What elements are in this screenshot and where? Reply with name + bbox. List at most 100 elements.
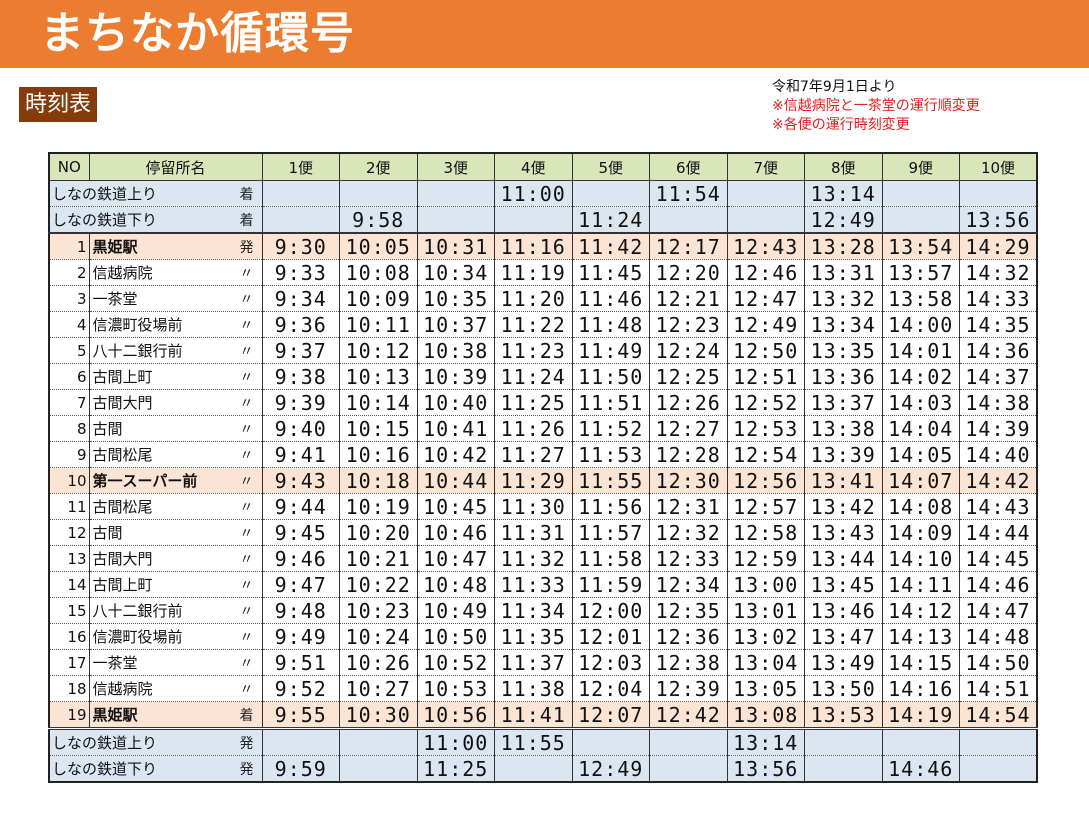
time-cell: 11:29: [494, 467, 573, 494]
time-cell: 12:34: [649, 571, 728, 598]
time-cell: 10:26: [339, 649, 418, 676]
stop-row: 1 黒姫駅発 9:30 10:05 10:31 11:16 11:42 12:17 12:43 1…: [48, 233, 1038, 260]
time-cell: 11:45: [571, 259, 650, 286]
time-cell: 9:40: [261, 415, 340, 442]
stop-row: 4 信濃町役場前 〃 9:36 10:11 10:37 11:22 11:48 12:23 12:…: [48, 311, 1038, 338]
col-header-trip: 4便: [494, 153, 573, 181]
time-cell: 10:47: [416, 545, 495, 572]
time-cell: 14:47: [959, 597, 1038, 624]
time-cell: 13:31: [804, 259, 883, 286]
arrive-depart-mark: 〃: [239, 292, 254, 308]
time-cell: 11:30: [494, 493, 573, 520]
time-cell: 12:00: [571, 597, 650, 624]
time-cell: 11:51: [571, 389, 650, 416]
time-cell: 14:00: [881, 311, 960, 338]
time-cell: 9:38: [261, 363, 340, 390]
time-cell: 11:37: [494, 649, 573, 676]
stop-name: 一茶堂: [92, 654, 138, 672]
time-cell: 14:35: [959, 311, 1038, 338]
stop-name-cell: 古間大門 〃: [88, 389, 263, 416]
time-cell: 14:40: [959, 441, 1038, 468]
arrive-depart-mark: 発: [239, 736, 254, 752]
time-cell: 10:52: [416, 649, 495, 676]
time-cell: 11:25: [494, 389, 573, 416]
time-cell: 11:23: [494, 337, 573, 364]
time-cell: 12:01: [571, 623, 650, 650]
arrive-depart-mark: 〃: [239, 370, 254, 386]
time-cell: 14:44: [959, 519, 1038, 546]
stop-name: 一茶堂: [92, 290, 138, 308]
rail-line-label: しなの鉄道下り: [52, 211, 158, 229]
stop-name-cell: 黒姫駅 着: [88, 701, 263, 730]
stop-number: 17: [48, 649, 90, 676]
arrive-depart-mark: 着: [239, 187, 254, 203]
time-cell: 12:17: [649, 233, 728, 260]
time-cell: 9:34: [261, 285, 340, 312]
stop-row: 3 一茶堂〃 9:34 10:09 10:35 11:20 11:46 12:21 12:47 1…: [48, 285, 1038, 312]
time-cell: 9:51: [261, 649, 340, 676]
time-cell: 13:56: [726, 755, 805, 783]
time-cell: 11:56: [571, 493, 650, 520]
time-cell: 11:50: [571, 363, 650, 390]
stop-name-cell: 信濃町役場前 〃: [88, 311, 263, 338]
time-cell: [726, 180, 805, 207]
change-note: ※信越病院と一茶堂の運行順変更: [772, 98, 980, 114]
time-cell: 10:38: [416, 337, 495, 364]
stop-name: 古間上町: [92, 368, 153, 386]
time-cell: 12:03: [571, 649, 650, 676]
time-cell: 9:30: [261, 233, 340, 260]
time-cell: 13:28: [804, 233, 883, 260]
stop-row: 14 古間上町 〃 9:47 10:22 10:48 11:33 11:59 12:34 13:0…: [48, 571, 1038, 598]
time-cell: 14:05: [881, 441, 960, 468]
time-cell: 13:35: [804, 337, 883, 364]
effective-date: 令和7年9月1日より: [772, 79, 897, 95]
stop-name: 古間大門: [92, 550, 153, 568]
stop-number: 19: [48, 701, 90, 730]
time-cell: [881, 180, 960, 207]
time-cell: [339, 180, 418, 207]
time-cell: 12:35: [649, 597, 728, 624]
time-cell: 12:04: [571, 675, 650, 702]
stop-name: 第一スーパー前: [92, 472, 198, 490]
time-cell: 12:46: [726, 259, 805, 286]
time-cell: 13:04: [726, 649, 805, 676]
rail-line-name: しなの鉄道上り 着: [48, 180, 263, 207]
header-row: NO 停留所名 1便 2便 3便 4便 5便 6便 7便 8便 9便 10便: [48, 153, 1038, 181]
time-cell: 10:23: [339, 597, 418, 624]
stop-name: 黒姫駅: [92, 706, 138, 724]
time-cell: 11:33: [494, 571, 573, 598]
stop-name-cell: 第一スーパー前 〃: [88, 467, 263, 494]
timetable-body: しなの鉄道上り着 11:00 11:54 13:14 しなの鉄道下り着 9:58 11:24…: [48, 180, 1038, 783]
time-cell: 9:46: [261, 545, 340, 572]
time-cell: 12:24: [649, 337, 728, 364]
time-cell: 14:48: [959, 623, 1038, 650]
time-cell: 10:31: [416, 233, 495, 260]
time-cell: 14:32: [959, 259, 1038, 286]
time-cell: 12:36: [649, 623, 728, 650]
time-cell: 11:55: [571, 467, 650, 494]
arrive-depart-mark: 着: [239, 708, 254, 724]
time-cell: 13:14: [804, 180, 883, 207]
stop-name-cell: 古間松尾 〃: [88, 493, 263, 520]
time-cell: 11:41: [494, 701, 573, 730]
time-cell: 14:03: [881, 389, 960, 416]
stop-row: 2 信越病院 〃 9:33 10:08 10:34 11:19 11:45 12:20 12:46…: [48, 259, 1038, 286]
time-cell: 12:25: [649, 363, 728, 390]
time-cell: 10:22: [339, 571, 418, 598]
time-cell: 10:13: [339, 363, 418, 390]
time-cell: [416, 180, 495, 207]
rail-line-name: しなの鉄道下り 着: [48, 206, 263, 234]
time-cell: 13:00: [726, 571, 805, 598]
time-cell: 14:39: [959, 415, 1038, 442]
time-cell: 12:21: [649, 285, 728, 312]
time-cell: 13:34: [804, 311, 883, 338]
time-cell: 11:54: [649, 180, 728, 207]
stop-name: 古間: [92, 420, 123, 438]
stop-number: 10: [48, 467, 90, 494]
stop-number: 16: [48, 623, 90, 650]
time-cell: 10:49: [416, 597, 495, 624]
time-cell: 11:20: [494, 285, 573, 312]
stop-name: 古間: [92, 524, 123, 542]
stop-number: 2: [48, 259, 90, 286]
stop-name-cell: 黒姫駅 発: [88, 233, 263, 260]
